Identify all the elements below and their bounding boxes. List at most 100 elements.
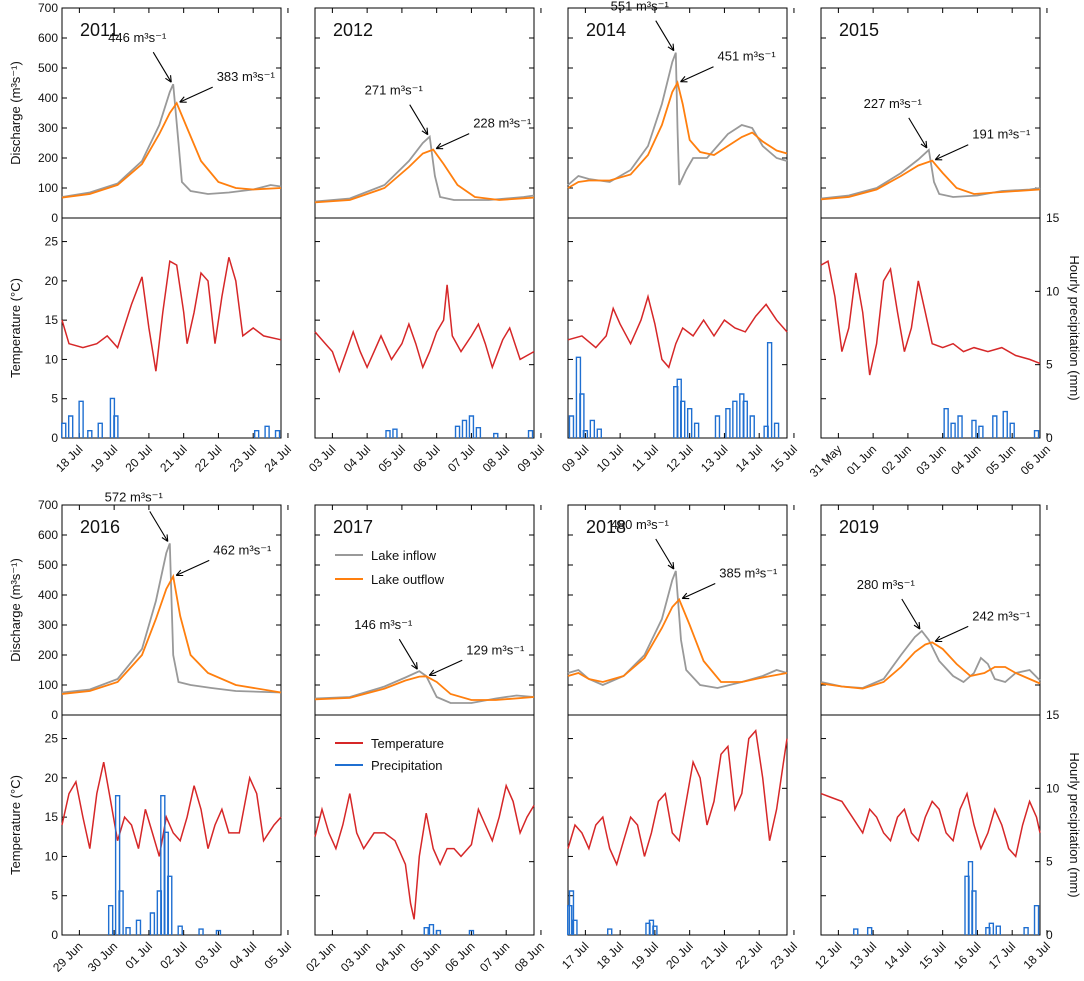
precipitation-bar bbox=[67, 415, 74, 438]
year-label: 2018 bbox=[586, 517, 626, 537]
inflow-peak-label: 551 m³s⁻¹ bbox=[611, 0, 670, 14]
inflow-peak-arrow-head bbox=[161, 534, 169, 542]
precipitation-bar bbox=[568, 415, 575, 438]
precipitation-bar bbox=[198, 928, 204, 935]
date-tick-label: 07 Jul bbox=[445, 442, 478, 475]
date-tick-label: 17 Jul bbox=[986, 939, 1019, 972]
precipitation-bar bbox=[853, 928, 859, 935]
date-tick-label: 01 Jul bbox=[122, 939, 155, 972]
date-tick-label: 19 Jul bbox=[88, 442, 121, 475]
date-tick-label: 05 Jun bbox=[407, 939, 442, 974]
inflow-peak-arrow-head bbox=[421, 127, 429, 136]
precipitation-bar bbox=[686, 408, 693, 438]
outflow-peak-arrow-head bbox=[435, 142, 444, 150]
temperature-tick-label: 15 bbox=[45, 313, 59, 327]
date-tick-label: 16 Jul bbox=[951, 939, 984, 972]
outflow-line bbox=[820, 159, 1041, 201]
temperature-axis-label: Temperature (°C) bbox=[8, 775, 23, 875]
outflow-peak-arrow-head bbox=[179, 96, 187, 103]
precipitation-bar bbox=[264, 425, 270, 438]
date-tick-label: 12 Jul bbox=[663, 442, 696, 475]
date-tick-label: 14 Jul bbox=[733, 442, 766, 475]
date-tick-label: 04 Jun bbox=[948, 442, 983, 477]
precipitation-bar bbox=[107, 905, 114, 935]
precipitation-bar bbox=[693, 422, 700, 438]
precipitation-bar bbox=[680, 400, 686, 438]
date-tick-label: 06 Jun bbox=[1018, 442, 1053, 477]
temperature-tick-label: 10 bbox=[45, 849, 59, 863]
outflow-peak-arrow bbox=[435, 133, 470, 150]
inflow-line bbox=[314, 670, 535, 704]
inflow-line bbox=[61, 543, 282, 694]
temperature-panel-frame bbox=[61, 217, 282, 439]
precipitation-bar bbox=[749, 415, 755, 438]
date-tick-label: 15 Jul bbox=[768, 442, 801, 475]
temperature-line bbox=[314, 284, 535, 374]
discharge-tick-label: 500 bbox=[38, 61, 58, 75]
inflow-peak-arrow bbox=[409, 104, 429, 135]
outflow-line bbox=[314, 148, 535, 204]
year-label: 2014 bbox=[586, 20, 626, 40]
temperature-tick-label: 25 bbox=[45, 732, 59, 746]
precipitation-bar bbox=[978, 425, 984, 438]
year-label: 2017 bbox=[333, 517, 373, 537]
date-tick-label: 02 Jul bbox=[157, 939, 190, 972]
precipitation-bar bbox=[950, 422, 956, 438]
date-tick-label: 09 Jul bbox=[515, 442, 548, 475]
date-tick-label: 04 Jul bbox=[341, 442, 374, 475]
precipitation-bar bbox=[992, 415, 998, 438]
outflow-peak-label: 242 m³s⁻¹ bbox=[972, 608, 1031, 623]
temperature-tick-label: 5 bbox=[51, 889, 58, 903]
discharge-tick-label: 200 bbox=[38, 151, 58, 165]
discharge-tick-label: 700 bbox=[38, 1, 58, 15]
discharge-axis-label: Discharge (m³s⁻¹) bbox=[8, 61, 23, 165]
precipitation-bar bbox=[1033, 905, 1040, 935]
inflow-peak-label: 271 m³s⁻¹ bbox=[365, 83, 424, 98]
inflow-peak-label: 227 m³s⁻¹ bbox=[864, 96, 923, 111]
precipitation-bar bbox=[988, 922, 995, 935]
date-tick-label: 12 Jul bbox=[812, 939, 845, 972]
inflow-peak-arrow-head bbox=[165, 75, 172, 83]
date-tick-label: 20 Jul bbox=[122, 442, 155, 475]
inflow-peak-arrow bbox=[398, 638, 418, 670]
precipitation-bar bbox=[253, 430, 260, 438]
discharge-tick-label: 600 bbox=[38, 528, 58, 542]
precipitation-bar bbox=[866, 927, 873, 935]
date-tick-label: 01 Jun bbox=[844, 442, 879, 477]
temperature-line bbox=[314, 783, 535, 920]
discharge-tick-label: 200 bbox=[38, 648, 58, 662]
discharge-tick-label: 100 bbox=[38, 181, 58, 195]
precipitation-bar bbox=[475, 427, 482, 438]
inflow-peak-arrow bbox=[149, 511, 169, 542]
date-tick-label: 13 Jul bbox=[847, 939, 880, 972]
date-tick-label: 19 Jul bbox=[628, 939, 661, 972]
outflow-peak-arrow-head bbox=[428, 669, 437, 676]
inflow-peak-label: 446 m³s⁻¹ bbox=[108, 30, 167, 45]
precipitation-bar bbox=[177, 925, 183, 935]
temperature-tick-label: 5 bbox=[51, 392, 58, 406]
precipitation-bar bbox=[428, 924, 435, 935]
inflow-peak-arrow-head bbox=[411, 662, 418, 670]
precipitation-bar bbox=[435, 929, 442, 935]
date-tick-label: 14 Jul bbox=[881, 939, 914, 972]
date-tick-label: 08 Jul bbox=[480, 442, 513, 475]
inflow-line bbox=[567, 52, 788, 186]
date-tick-label: 09 Jul bbox=[559, 442, 592, 475]
outflow-peak-arrow-head bbox=[680, 76, 688, 83]
date-tick-label: 23 Jul bbox=[227, 442, 260, 475]
temperature-panel-frame bbox=[820, 714, 1041, 936]
discharge-axis-label: Discharge (m³s⁻¹) bbox=[8, 558, 23, 662]
discharge-tick-label: 100 bbox=[38, 678, 58, 692]
date-tick-label: 03 Jun bbox=[338, 939, 373, 974]
precipitation-bar bbox=[971, 419, 977, 438]
discharge-tick-label: 600 bbox=[38, 31, 58, 45]
temperature-panel-frame bbox=[567, 714, 788, 936]
temperature-tick-label: 0 bbox=[51, 431, 58, 445]
discharge-tick-label: 400 bbox=[38, 588, 58, 602]
outflow-line bbox=[567, 597, 788, 683]
precipitation-bar bbox=[1002, 410, 1008, 438]
precipitation-bar bbox=[971, 890, 977, 935]
inflow-peak-arrow-head bbox=[667, 43, 675, 52]
precipitation-tick-label: 5 bbox=[1046, 358, 1053, 372]
